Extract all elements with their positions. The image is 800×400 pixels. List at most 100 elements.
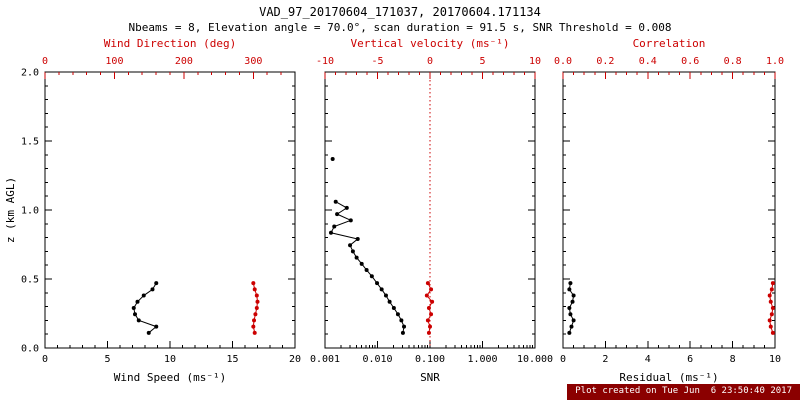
data-point: [424, 293, 429, 298]
data-point: [254, 305, 259, 310]
x-tick-label: 8: [730, 354, 736, 365]
data-point: [770, 281, 775, 286]
data-point: [375, 281, 380, 286]
panel-wind: 0 5 10 15 20 Wind Speed (ms⁻¹) 0 100 200 300 Wind …: [21, 37, 301, 384]
data-point: [767, 318, 772, 323]
data-point: [429, 287, 434, 292]
data-point: [146, 330, 151, 335]
data-point: [344, 205, 349, 210]
data-point: [369, 274, 374, 279]
x-tick-label: 0.001: [310, 354, 340, 365]
top-tick-label: 0.4: [639, 56, 657, 67]
top-tick-label: 0.0: [554, 56, 572, 67]
series-wind-speed: [131, 281, 159, 335]
data-point: [567, 330, 572, 335]
top-tick-label: 10: [529, 56, 541, 67]
top-tick-label: -10: [316, 56, 334, 67]
data-point: [255, 299, 260, 304]
series-wind-direction: [251, 281, 260, 335]
data-point: [354, 255, 359, 260]
data-point: [350, 249, 355, 254]
x-axis-title: Wind Speed (ms⁻¹): [114, 371, 227, 384]
x-tick-label: 10: [769, 354, 781, 365]
x-axis-title: SNR: [420, 371, 440, 384]
top-tick-label: 1.0: [766, 56, 784, 67]
x-axis-title: Residual (ms⁻¹): [619, 371, 718, 384]
data-point: [571, 318, 576, 323]
data-point: [355, 236, 360, 241]
top-tick-label: 0: [42, 56, 48, 67]
data-point: [333, 199, 338, 204]
panel-residual: 0 2 4 6 8 10 Residual (ms⁻¹) 0.0 0.2 0.4 0.6 0.8 1.0…: [554, 37, 784, 384]
data-point: [379, 287, 384, 292]
data-point: [567, 287, 572, 292]
top-tick-label: 0.8: [724, 56, 742, 67]
data-point: [768, 299, 773, 304]
data-point: [770, 305, 775, 310]
top-tick-label: 100: [105, 56, 123, 67]
x-tick-label: 5: [104, 354, 110, 365]
data-point: [767, 293, 772, 298]
series-residual: [567, 281, 576, 335]
y-tick-label: 1.5: [21, 137, 39, 148]
x-tick-label: 0: [560, 354, 566, 365]
y-axis-label: z (km AGL): [4, 177, 17, 243]
data-point: [567, 305, 572, 310]
data-point: [769, 287, 774, 292]
top-tick-label: 0: [427, 56, 433, 67]
data-point: [252, 330, 257, 335]
data-point: [387, 299, 392, 304]
data-point: [330, 156, 335, 161]
data-point: [399, 318, 404, 323]
series-vertical-velocity: [424, 281, 435, 335]
data-point: [251, 281, 256, 286]
data-point: [348, 243, 353, 248]
x-tick-label: 6: [687, 354, 693, 365]
top-tick-label: 200: [175, 56, 193, 67]
data-point: [400, 330, 405, 335]
data-point: [154, 281, 159, 286]
top-axis-title: Correlation: [633, 37, 706, 50]
top-tick-label: 5: [479, 56, 485, 67]
top-axis-title: Wind Direction (deg): [104, 37, 236, 50]
top-tick-label: 300: [244, 56, 262, 67]
plot-footer: Plot created on Tue Jun 6 23:50:40 2017: [567, 384, 800, 400]
x-tick-label: 0: [42, 354, 48, 365]
data-point: [150, 287, 155, 292]
data-point: [391, 305, 396, 310]
data-point: [154, 324, 159, 329]
plot-title: VAD_97_20170604_171037, 20170604.171134: [259, 5, 541, 19]
data-point: [425, 318, 430, 323]
data-point: [141, 293, 146, 298]
data-point: [335, 212, 340, 217]
data-point: [328, 230, 333, 235]
data-point: [570, 299, 575, 304]
top-tick-label: -5: [371, 56, 383, 67]
top-tick-label: 0.6: [681, 56, 699, 67]
data-point: [135, 299, 140, 304]
data-point: [769, 312, 774, 317]
x-tick-label: 4: [645, 354, 651, 365]
data-point: [426, 330, 431, 335]
data-point: [383, 293, 388, 298]
data-point: [395, 312, 400, 317]
series-correlation: [767, 281, 775, 335]
x-tick-label: 2: [602, 354, 608, 365]
data-point: [131, 305, 136, 310]
panel-snr: 0.001 0.010 0.100 1.000 10.000 SNR -10 -5 0 5 10 Ve…: [310, 37, 553, 384]
data-point: [359, 261, 364, 266]
y-tick-label: 0.0: [21, 344, 39, 355]
data-point: [402, 324, 407, 329]
data-point: [425, 281, 430, 286]
x-tick-label: 0.100: [415, 354, 445, 365]
data-point: [568, 281, 573, 286]
top-axis-title: Vertical velocity (ms⁻¹): [351, 37, 510, 50]
data-point: [569, 324, 574, 329]
data-point: [426, 305, 431, 310]
x-tick-label: 15: [226, 354, 238, 365]
data-point: [136, 318, 141, 323]
panel-frame: [562, 71, 776, 349]
data-point: [768, 324, 773, 329]
data-point: [332, 224, 337, 229]
